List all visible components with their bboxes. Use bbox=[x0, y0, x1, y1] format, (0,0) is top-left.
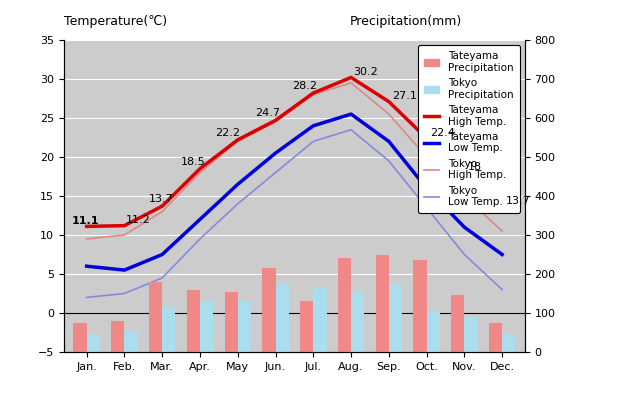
Legend: Tateyama
Precipitation, Tokyo
Precipitation, Tateyama
High Temp., Tateyama
Low T: Tateyama Precipitation, Tokyo Precipitat… bbox=[417, 45, 520, 213]
Bar bbox=[314, 288, 326, 352]
Bar bbox=[413, 260, 427, 352]
Bar bbox=[262, 268, 275, 352]
Text: 11.1: 11.1 bbox=[72, 216, 99, 226]
Text: 18.5: 18.5 bbox=[181, 157, 206, 167]
Text: Precipitation(mm): Precipitation(mm) bbox=[349, 14, 462, 28]
Text: 24.7: 24.7 bbox=[255, 108, 280, 118]
Bar bbox=[389, 284, 402, 352]
Bar bbox=[124, 330, 138, 352]
Text: 11.2: 11.2 bbox=[126, 215, 151, 225]
Bar bbox=[74, 323, 86, 352]
Text: 13.7: 13.7 bbox=[149, 194, 173, 204]
Bar bbox=[300, 301, 314, 352]
Text: 22.4: 22.4 bbox=[430, 128, 456, 138]
Text: 18: 18 bbox=[468, 162, 483, 172]
Bar bbox=[489, 323, 502, 352]
Bar bbox=[502, 334, 515, 352]
Text: Temperature(℃): Temperature(℃) bbox=[64, 14, 167, 28]
Bar bbox=[187, 290, 200, 352]
Bar bbox=[200, 301, 213, 352]
Bar bbox=[225, 292, 237, 352]
Bar bbox=[465, 317, 477, 352]
Bar bbox=[162, 307, 175, 352]
Bar bbox=[149, 282, 162, 352]
Bar bbox=[111, 321, 124, 352]
Bar bbox=[376, 254, 389, 352]
Bar bbox=[237, 301, 251, 352]
Text: 22.2: 22.2 bbox=[215, 128, 240, 138]
Bar bbox=[338, 258, 351, 352]
Bar bbox=[427, 311, 440, 352]
Bar bbox=[275, 284, 289, 352]
Text: 27.1: 27.1 bbox=[392, 91, 417, 101]
Text: 13.7: 13.7 bbox=[506, 196, 531, 206]
Bar bbox=[351, 292, 364, 352]
Text: 30.2: 30.2 bbox=[353, 67, 378, 77]
Bar bbox=[86, 334, 100, 352]
Text: 28.2: 28.2 bbox=[292, 81, 317, 91]
Bar bbox=[451, 296, 465, 352]
